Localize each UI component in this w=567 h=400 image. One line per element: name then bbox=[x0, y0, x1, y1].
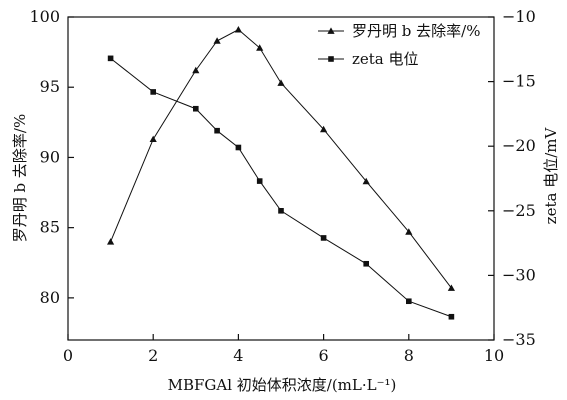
series-2-point bbox=[150, 89, 156, 95]
series-2-point bbox=[214, 127, 220, 134]
series-2-point bbox=[448, 313, 455, 320]
y-left-tick-label: 85 bbox=[40, 218, 60, 237]
series-2-point bbox=[363, 260, 369, 267]
y-left-axis: 80 85 90 95 100 bbox=[29, 7, 74, 307]
series-1-point bbox=[192, 66, 200, 74]
series-1-point bbox=[277, 79, 285, 86]
series-2-line bbox=[110, 57, 452, 318]
x-axis-title: MBFGAl 初始体积浓度/(mL·L⁻¹) bbox=[168, 376, 397, 394]
series-1-point bbox=[213, 37, 221, 44]
series-layer bbox=[107, 26, 455, 320]
series-2-point bbox=[256, 178, 263, 184]
series-1-point bbox=[362, 177, 370, 185]
series-1-point bbox=[447, 284, 455, 291]
y-right-tick-label: −35 bbox=[502, 330, 536, 349]
y-left-axis-title: 罗丹明 b 去除率/% bbox=[11, 114, 29, 242]
series-1-point bbox=[107, 238, 115, 245]
y-right-tick-label: −20 bbox=[502, 136, 536, 155]
series-1-line bbox=[110, 29, 452, 289]
legend-marker-2 bbox=[328, 56, 334, 62]
series-1-point bbox=[405, 228, 413, 235]
x-tick-label: 6 bbox=[319, 346, 329, 365]
y-right-tick-label: −10 bbox=[502, 7, 536, 26]
x-axis: 0 2 4 6 8 10 bbox=[63, 334, 504, 365]
y-right-axis: −35 −30 −25 −20 −15 −10 bbox=[488, 7, 536, 349]
legend-label-2: zeta 电位 bbox=[352, 50, 419, 68]
series-2-point bbox=[278, 208, 284, 214]
x-tick-label: 4 bbox=[233, 346, 243, 365]
x-tick-label: 2 bbox=[148, 346, 158, 365]
y-left-tick-label: 80 bbox=[40, 288, 60, 307]
legend-marker-1 bbox=[327, 27, 335, 34]
x-tick-label: 10 bbox=[484, 346, 504, 365]
series-1-point bbox=[149, 135, 157, 143]
series-1-point bbox=[256, 44, 264, 51]
y-right-tick-label: −15 bbox=[502, 72, 536, 91]
x-tick-label: 0 bbox=[63, 346, 73, 365]
plot-frame bbox=[67, 16, 495, 341]
y-right-axis-title: zeta 电位/mV bbox=[542, 127, 560, 225]
series-2 bbox=[107, 55, 455, 320]
series-2-point bbox=[235, 144, 242, 151]
y-left-tick-label: 95 bbox=[40, 77, 60, 96]
legend: 罗丹明 b 去除率/% zeta 电位 bbox=[318, 22, 480, 68]
series-2-point bbox=[107, 55, 114, 62]
series-2-point bbox=[193, 105, 199, 112]
series-2-point bbox=[406, 298, 412, 305]
y-right-tick-label: −25 bbox=[502, 201, 536, 220]
series-1-point bbox=[234, 26, 242, 33]
series-2-point bbox=[320, 235, 327, 241]
series-1 bbox=[107, 26, 455, 291]
series-1-point bbox=[320, 125, 328, 133]
legend-label-1: 罗丹明 b 去除率/% bbox=[352, 22, 480, 40]
y-left-tick-label: 90 bbox=[40, 147, 60, 166]
x-tick-label: 8 bbox=[404, 346, 414, 365]
y-left-tick-label: 100 bbox=[29, 7, 60, 26]
y-right-tick-label: −30 bbox=[502, 265, 536, 284]
plot-border bbox=[67, 16, 495, 341]
